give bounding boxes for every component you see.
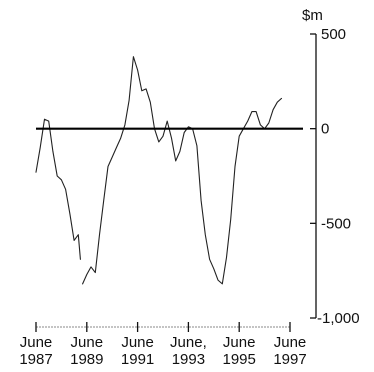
x-tick-label-month: June, <box>170 334 207 351</box>
x-tick-label-month: June <box>223 334 256 351</box>
x-tick-label-year: 1993 <box>172 351 205 368</box>
x-tick-label-month: June <box>121 334 154 351</box>
x-tick-label-year: 1989 <box>70 351 103 368</box>
unit-label: $m <box>302 7 323 24</box>
x-axis-ticks: June1987June1989June1991June,1993June199… <box>19 322 307 368</box>
series-line-segment <box>35 118 81 260</box>
x-tick-label-year: 1997 <box>273 351 306 368</box>
x-tick-label-month: June <box>20 334 53 351</box>
x-tick-label-year: 1995 <box>223 351 256 368</box>
series-layer <box>35 56 283 285</box>
y-tick-label: 500 <box>321 26 346 43</box>
x-tick-label-month: June <box>71 334 104 351</box>
x-tick-label-year: 1987 <box>19 351 52 368</box>
x-tick-label-month: June <box>274 334 307 351</box>
y-tick-label: 0 <box>321 121 329 138</box>
y-axis-ticks: 500 0 -500 -1,000 <box>310 26 360 327</box>
series-line-segment <box>82 56 283 285</box>
y-tick-label: -500 <box>321 215 351 232</box>
x-tick-label-year: 1991 <box>121 351 154 368</box>
y-tick-label: -1,000 <box>317 310 360 327</box>
